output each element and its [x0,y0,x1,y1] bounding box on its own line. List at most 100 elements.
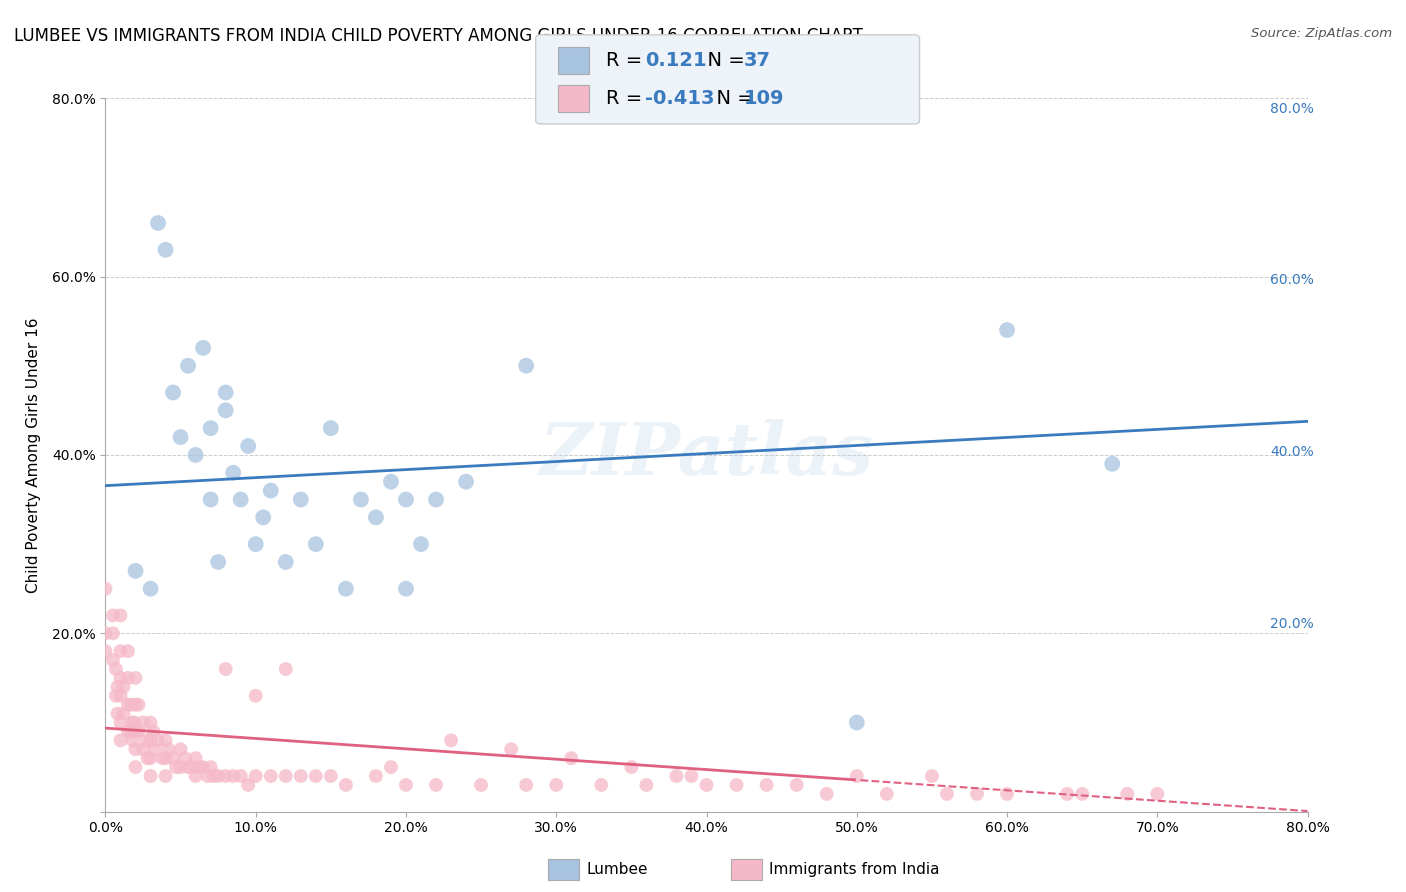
Point [533,727,555,741]
Point [239,744,262,758]
Point [219,753,242,767]
Point [239,358,262,372]
Point [586,735,609,749]
Point [187,709,209,723]
Point [710,761,733,775]
Point [845,753,868,767]
Point [205,572,228,586]
Point [205,718,228,732]
Point [260,744,283,758]
Point [955,770,977,784]
Point [1050,770,1073,784]
Point [342,486,364,500]
Point [179,658,201,673]
Point [368,753,391,767]
Point [194,683,217,698]
Point [201,718,224,732]
Point [246,753,269,767]
Point [464,486,486,500]
Point [246,443,269,458]
Point [246,735,269,749]
Point [191,658,214,673]
Point [191,744,214,758]
Point [356,529,378,543]
Point [423,744,446,758]
Point [194,709,217,723]
Point [232,744,254,758]
Text: N =: N = [695,51,751,70]
Point [873,770,896,784]
Point [232,426,254,441]
Point [191,683,214,698]
Point [274,401,297,415]
Point [464,761,486,775]
Text: LUMBEE VS IMMIGRANTS FROM INDIA CHILD POVERTY AMONG GIRLS UNDER 16 CORRELATION C: LUMBEE VS IMMIGRANTS FROM INDIA CHILD PO… [14,27,863,45]
Point [186,632,208,647]
Point [232,727,254,741]
Point [546,358,568,372]
Point [176,666,198,681]
Point [328,649,350,664]
Point [505,761,527,775]
Point [308,503,330,517]
Point [818,770,841,784]
Point [260,486,283,500]
Point [315,753,337,767]
Point [294,434,316,449]
Point [219,246,242,260]
Point [655,761,678,775]
Point [682,753,704,767]
Text: Immigrants from India: Immigrants from India [769,863,939,877]
Point [1077,452,1099,467]
Point [274,753,297,767]
Point [737,761,759,775]
Point [186,658,208,673]
Point [222,727,245,741]
Point [242,744,264,758]
Text: 37: 37 [744,51,770,70]
Point [263,753,285,767]
Point [409,503,432,517]
Point [287,486,309,500]
Point [190,701,212,715]
Text: 109: 109 [744,88,785,108]
Point [257,753,280,767]
Point [267,753,290,767]
Point [174,649,197,664]
Point [368,417,391,432]
Point [205,701,228,715]
Point [179,598,201,612]
Point [226,735,249,749]
Point [478,718,501,732]
Point [260,417,283,432]
Point [208,709,231,723]
Point [437,486,460,500]
Point [172,598,194,612]
Point [280,460,302,475]
Point [1036,770,1059,784]
Point [212,220,235,235]
Text: Source: ZipAtlas.com: Source: ZipAtlas.com [1251,27,1392,40]
Point [165,632,187,647]
Point [287,753,309,767]
Point [437,761,460,775]
Point [226,384,249,398]
Point [198,701,221,715]
Point [187,683,209,698]
Point [423,469,446,483]
Point [205,735,228,749]
Point [574,761,596,775]
Point [191,709,214,723]
Text: Lumbee: Lumbee [586,863,648,877]
Point [249,744,271,758]
Point [382,761,405,775]
Point [280,753,302,767]
Point [301,529,323,543]
Point [217,735,239,749]
Point [315,478,337,492]
Point [191,727,214,741]
Point [205,753,228,767]
Point [845,701,868,715]
Text: -0.413: -0.413 [645,88,714,108]
Point [191,555,214,569]
